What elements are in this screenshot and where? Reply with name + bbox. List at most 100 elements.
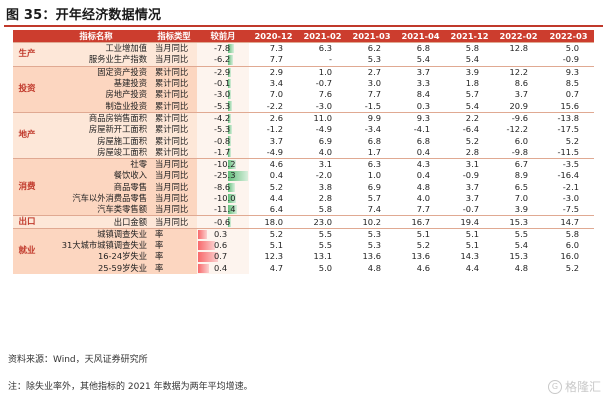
metric-name: 房屋施工面积 (41, 135, 151, 147)
value-cell: -0.9 (462, 170, 479, 181)
value-cell: 0.4 (416, 146, 430, 157)
mom-value: -4.2 (214, 112, 231, 123)
value-cell: 8.6 (514, 78, 528, 89)
value-cell: 2.6 (249, 111, 298, 125)
metric-name: 工业增加值 (41, 42, 151, 55)
table-row: 制造业投资 累计同比 -5.3 -2.2 -3.0 -1.5 0.3 5.4 20.9 15.6 (13, 100, 594, 113)
mom-value: -5.3 (214, 100, 231, 111)
value-cell: -3.0 (562, 193, 579, 203)
value-cell: 4.4 (269, 193, 283, 203)
value-cell: 0.4 (269, 170, 283, 181)
table-row: 投资 固定资产投资 累计同比 -2.9 2.9 1.0 2.7 3.7 3.9 12.2 9.3 (13, 65, 594, 113)
value-cell: 9.3 (396, 111, 445, 125)
value-cell: 4.7 (269, 262, 283, 273)
value-cell: 5.3 (367, 240, 381, 251)
table-row: 就业 城镇调查失业率 0.3 5.2 5.5 5.3 5.1 5.1 5.5 5.8 (13, 227, 594, 274)
value-cell: -1.5 (364, 100, 381, 111)
metric-type: 累计同比 (151, 65, 197, 78)
value-cell: 4.8 (514, 262, 528, 273)
mom-bar (228, 78, 231, 89)
mom-value: 0.4 (214, 262, 228, 273)
value-cell: -3.4 (364, 124, 381, 135)
value-cell: -4.9 (266, 146, 283, 157)
value-cell: 12.3 (264, 251, 283, 262)
value-cell: 7.0 (269, 89, 283, 100)
mom-cell: -8.6 (197, 181, 249, 193)
metric-name: 固定资产投资 (41, 65, 151, 78)
value-cell: 8.4 (416, 89, 430, 100)
metric-type: 累计同比 (151, 146, 197, 159)
value-cell: 5.7 (465, 89, 479, 100)
watermark-text: 格隆汇 (564, 380, 601, 394)
value-cell: 3.7 (269, 135, 283, 146)
mom-bar (198, 241, 216, 251)
watermark: G 格隆汇 (547, 378, 601, 395)
metric-type: 累计同比 (151, 77, 197, 90)
value-cell: 1.0 (367, 170, 381, 181)
value-cell: 9.9 (347, 111, 396, 125)
value-cell: -9.6 (494, 111, 543, 125)
header-period: 2020-12 (249, 30, 298, 43)
value-cell: 19.4 (445, 215, 494, 229)
metric-type: 累计同比 (151, 124, 197, 136)
value-cell: 6.2 (347, 42, 396, 55)
mom-cell: -10.2 (197, 157, 249, 171)
mom-cell: 0.6 (197, 240, 249, 252)
source-note: 资料来源：Wind，天风证券研究所 (8, 355, 148, 365)
value-cell: 5.5 (494, 227, 543, 241)
metric-type: 累计同比 (151, 111, 197, 125)
value-cell: 0.3 (416, 100, 430, 111)
value-cell: 15.6 (560, 100, 579, 111)
metric-name: 基建投资 (41, 77, 151, 90)
metric-type: 当月同比 (151, 204, 197, 216)
value-cell: 5.4 (465, 100, 479, 111)
value-cell: 5.1 (445, 227, 494, 241)
value-cell: 6.3 (347, 157, 396, 171)
value-cell: 6.9 (318, 135, 332, 146)
mom-cell: -0.8 (197, 135, 249, 147)
mom-bar (228, 113, 232, 124)
header-period: 2022-03 (543, 30, 594, 43)
value-cell: -2.1 (562, 181, 579, 192)
value-cell: -0.9 (562, 54, 579, 65)
value-cell: -12.2 (506, 124, 528, 135)
metric-name: 房地产投资 (41, 89, 151, 101)
value-cell: 1.8 (465, 78, 479, 89)
value-cell: 13.1 (313, 251, 332, 262)
metric-type: 当月同比 (151, 181, 197, 193)
figure-title: 图 35：开年经济数据情况 (6, 8, 162, 23)
mom-value: -3.0 (214, 89, 231, 100)
value-cell: -1.2 (266, 124, 283, 135)
value-cell: 3.0 (367, 78, 381, 89)
value-cell: 6.0 (565, 240, 579, 251)
metric-type: 当月同比 (151, 215, 197, 229)
value-cell: 7.6 (318, 89, 332, 100)
value-cell: 16.0 (560, 251, 579, 262)
table-row: 基建投资 累计同比 -0.1 3.4 -0.7 3.0 3.3 1.8 8.6 8.5 (13, 77, 594, 90)
metric-name: 社零 (41, 157, 151, 171)
value-cell: 15.3 (494, 215, 543, 229)
table-row: 出口 出口金额 当月同比 -0.6 18.0 23.0 10.2 16.7 19.4 15.3 14… (13, 215, 594, 229)
value-cell: 10.2 (347, 215, 396, 229)
value-cell: 5.2 (565, 135, 579, 146)
value-cell: -4.9 (315, 124, 332, 135)
mom-bar (228, 182, 235, 192)
economic-data-table: 指标名称 指标类型 较前月 2020-12 2021-02 2021-03 20… (13, 30, 594, 274)
mom-cell: -4.2 (197, 111, 249, 125)
value-cell: -4.1 (413, 124, 430, 135)
value-cell: 5.4 (465, 54, 479, 65)
mom-value: -2.9 (214, 66, 231, 77)
mom-cell: -25.3 (197, 170, 249, 182)
table-row: 生产 工业增加值 当月同比 -7.8 7.3 6.3 6.2 6.8 5.8 12.8 5.0 (13, 42, 594, 67)
value-cell: 8.5 (565, 78, 579, 89)
metric-name: 16-24岁失业 (41, 251, 151, 263)
mom-value: -10.0 (214, 193, 236, 203)
value-cell: - (329, 54, 332, 65)
mom-cell: -5.3 (197, 124, 249, 136)
header-period: 2021-02 (298, 30, 347, 43)
metric-type: 当月同比 (151, 42, 197, 55)
value-cell: 5.2 (465, 135, 479, 146)
header-type: 指标类型 (151, 30, 197, 43)
metric-type: 率 (151, 227, 197, 241)
value-cell: 3.3 (416, 78, 430, 89)
